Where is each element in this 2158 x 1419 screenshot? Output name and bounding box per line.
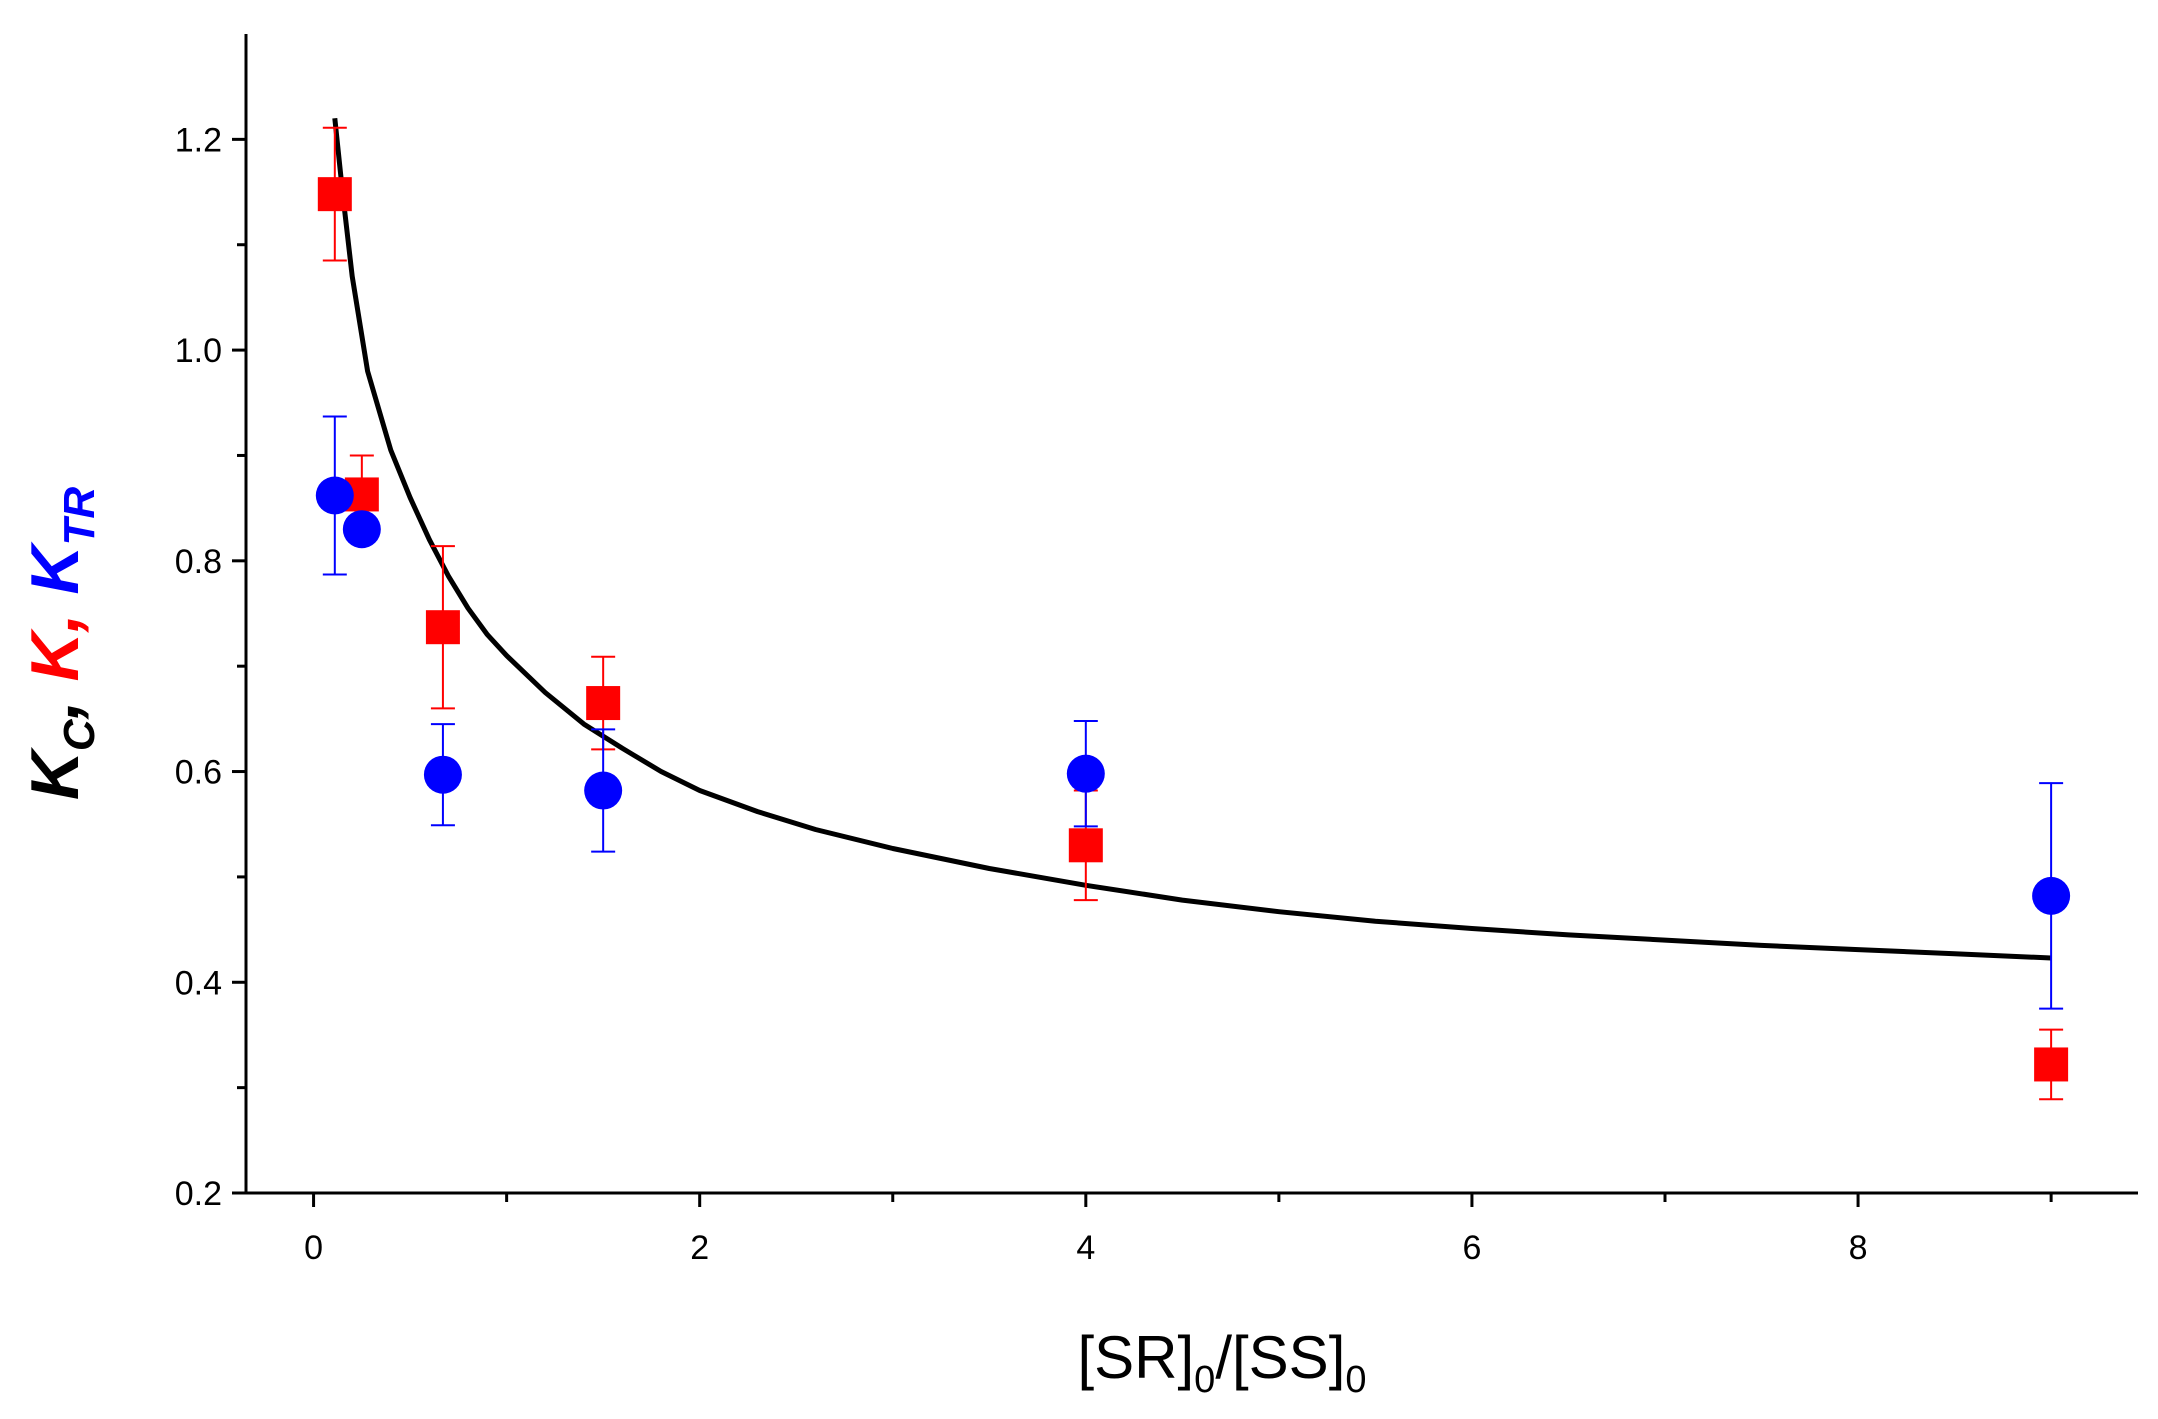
y-axis-label-part: K xyxy=(17,541,93,595)
series-line-K_C xyxy=(332,118,2052,961)
axes: 0 2 4 6 8 0.2 0.4 0.6 0.8 1.0 1.2 xyxy=(175,34,2138,1267)
x-axis-label-part: 0 xyxy=(1345,1359,1366,1401)
data-point-circle xyxy=(315,476,354,515)
x-tick-label: 6 xyxy=(1462,1229,1481,1267)
data-point-circle xyxy=(342,510,381,549)
data-point-circle xyxy=(423,755,462,794)
y-tick-label: 1.0 xyxy=(175,332,222,370)
y-axis-label-part: K xyxy=(17,746,93,800)
x-axis-label: [SR]0/[SS]0 xyxy=(1077,1324,1366,1401)
data-point-square xyxy=(586,686,621,721)
y-tick-label: 0.4 xyxy=(175,964,222,1002)
y-axis-label-part: K xyxy=(17,627,93,681)
y-tick-label: 1.2 xyxy=(175,121,222,159)
data-point-circle xyxy=(2032,876,2071,915)
y-axis-label-part: , xyxy=(17,681,93,720)
data-point-square xyxy=(317,177,352,212)
y-axis-label: KC, K, KTR xyxy=(17,487,104,801)
x-tick-label: 2 xyxy=(690,1229,709,1267)
y-tick-label: 0.8 xyxy=(175,543,222,581)
data-point-circle xyxy=(1066,754,1105,793)
data-point-circle xyxy=(584,771,623,810)
x-tick-label: 0 xyxy=(304,1229,323,1267)
y-axis-label-part: TR xyxy=(55,487,104,546)
data-point-square xyxy=(2034,1047,2069,1082)
y-tick-label: 0.6 xyxy=(175,754,222,792)
data-point-square xyxy=(1068,828,1103,863)
plot-marks xyxy=(315,118,2071,1101)
y-axis-label-part: , xyxy=(17,595,93,634)
x-tick-label: 4 xyxy=(1076,1229,1095,1267)
x-axis-label-part: /[SS] xyxy=(1215,1324,1345,1391)
x-axis-label-part: 0 xyxy=(1194,1359,1215,1401)
x-tick-label: 8 xyxy=(1849,1229,1868,1267)
x-axis-label-part: [SR] xyxy=(1077,1324,1194,1391)
y-axis-label-part: C xyxy=(55,718,104,751)
y-tick-label: 0.2 xyxy=(175,1175,222,1213)
data-point-square xyxy=(425,610,460,645)
